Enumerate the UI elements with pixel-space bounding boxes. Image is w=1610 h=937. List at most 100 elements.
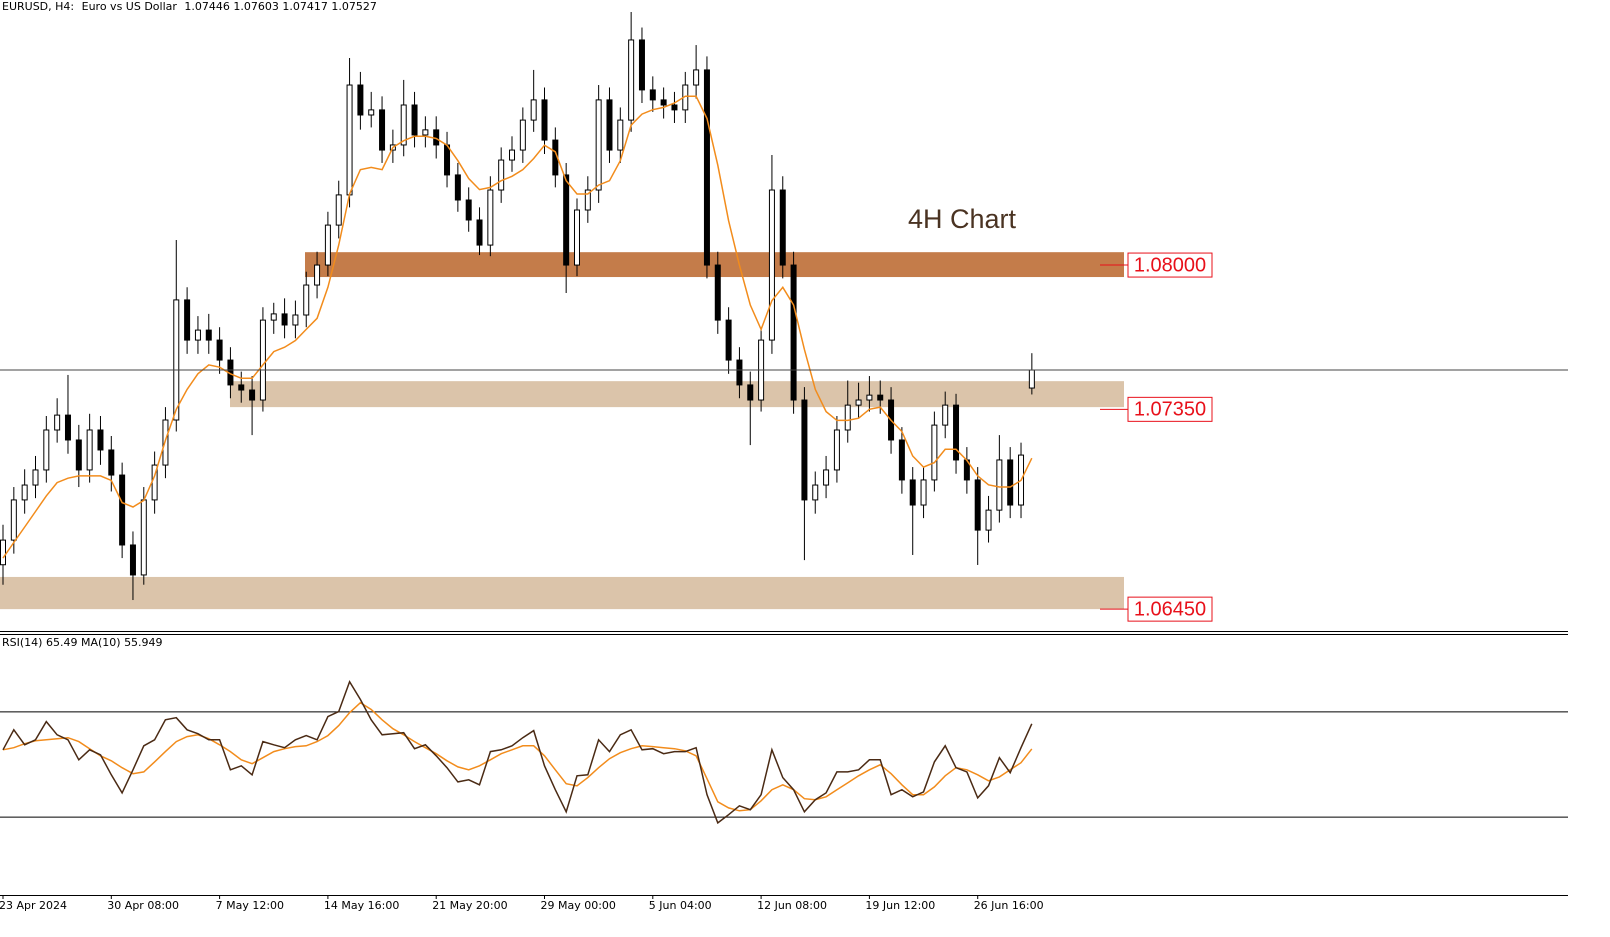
- low-price: 1.07417: [282, 0, 328, 13]
- candle-body: [573, 209, 580, 266]
- plot: [0, 11, 1568, 825]
- candle-body: [509, 149, 516, 161]
- candle-body: [563, 174, 570, 266]
- level-label-box: [1127, 252, 1213, 278]
- candle-body: [823, 469, 830, 486]
- candle-body: [476, 219, 483, 246]
- level-label-box: [1127, 596, 1213, 622]
- candle-body: [400, 104, 407, 146]
- candle-body: [10, 499, 17, 541]
- candle-body: [671, 104, 678, 111]
- candle-body: [129, 544, 136, 576]
- time-label: 12 Jun 08:00: [757, 899, 827, 912]
- time-label: 30 Apr 08:00: [107, 899, 179, 912]
- candle-body: [530, 99, 537, 121]
- rsi-header: RSI(14) 65.49 MA(10) 55.949: [2, 636, 163, 649]
- candle-body: [736, 359, 743, 386]
- time-label: 21 May 20:00: [432, 899, 507, 912]
- time-label: 19 Jun 12:00: [865, 899, 935, 912]
- candle-body: [346, 84, 353, 196]
- candle-body: [184, 299, 191, 341]
- candle-body: [249, 389, 256, 401]
- candle-body: [444, 144, 451, 176]
- time-label: 26 Jun 16:00: [974, 899, 1044, 912]
- candle-body: [898, 439, 905, 481]
- candle-body: [519, 119, 526, 151]
- candle-body: [119, 474, 126, 546]
- candle-body: [498, 159, 505, 191]
- candle-body: [379, 109, 386, 151]
- candle-body: [638, 39, 645, 91]
- candle-body: [996, 459, 1003, 511]
- candle-body: [909, 479, 916, 506]
- level-zone: [0, 576, 1124, 610]
- level-zone: [305, 252, 1124, 278]
- candle-body: [422, 129, 429, 136]
- candle-body: [0, 539, 6, 566]
- candle-body: [314, 264, 321, 286]
- candle-body: [411, 104, 418, 136]
- time-label: 23 Apr 2024: [0, 899, 67, 912]
- candle-body: [21, 484, 28, 501]
- candle-body: [942, 404, 949, 426]
- rsi-line: [2, 679, 1033, 825]
- time-label: 7 May 12:00: [216, 899, 284, 912]
- candle-body: [54, 414, 61, 431]
- candle-body: [270, 313, 277, 321]
- candle-body: [173, 299, 180, 421]
- candle-body: [953, 404, 960, 461]
- level-zone: [230, 381, 1124, 408]
- level-label: 1.07350: [1134, 399, 1206, 421]
- candle-body: [844, 404, 851, 431]
- high-price: 1.07603: [233, 0, 279, 13]
- candle-body: [1007, 459, 1014, 506]
- candle-body: [812, 484, 819, 501]
- candle-body: [205, 329, 212, 341]
- rsi-title: RSI(14): [2, 636, 42, 649]
- candle-body: [714, 264, 721, 321]
- candle-body: [487, 189, 494, 246]
- annotation: 4H Chart: [908, 204, 1017, 234]
- candle-body: [595, 99, 602, 191]
- candle-body: [931, 424, 938, 481]
- candle-body: [368, 109, 375, 116]
- candle-body: [617, 119, 624, 151]
- candle-body: [801, 399, 808, 501]
- candle-body: [725, 319, 732, 361]
- candle-body: [465, 199, 472, 221]
- candle-body: [194, 329, 201, 341]
- chart-header: EURUSD, H4: Euro vs US Dollar 1.07446 1.…: [2, 0, 377, 13]
- candle-body: [866, 394, 873, 401]
- level-label-box: [1127, 396, 1213, 422]
- level-label: 1.08000: [1134, 254, 1206, 276]
- candle-body: [64, 414, 71, 441]
- candle-body: [660, 99, 667, 106]
- time-label: 14 May 16:00: [324, 899, 399, 912]
- candle-body: [97, 429, 104, 451]
- description: Euro vs US Dollar: [82, 0, 178, 13]
- candle-body: [238, 384, 245, 391]
- candle-body: [779, 189, 786, 266]
- symbol: EURUSD, H4:: [2, 0, 74, 13]
- candle-body: [357, 84, 364, 116]
- open-price: 1.07446: [184, 0, 230, 13]
- candle-body: [855, 399, 862, 406]
- candle-body: [335, 194, 342, 226]
- candle-body: [974, 479, 981, 531]
- time-label: 5 Jun 04:00: [649, 899, 712, 912]
- candle-body: [281, 313, 288, 326]
- candle-body: [86, 429, 93, 471]
- close-price: 1.07527: [331, 0, 377, 13]
- rsi-value: 65.49: [46, 636, 78, 649]
- rsi-ma-line: [2, 701, 1033, 812]
- moving-average: [2, 95, 1033, 559]
- candle-body: [747, 384, 754, 401]
- level-labels: 1.08000 1.07350 1.06450: [1100, 252, 1213, 622]
- candle-body: [75, 439, 82, 471]
- rsi-ma-title: MA(10): [81, 636, 121, 649]
- candle-body: [703, 69, 710, 266]
- candle-body: [43, 429, 50, 471]
- candle-body: [216, 339, 223, 361]
- rsi-ma-value: 55.949: [124, 636, 163, 649]
